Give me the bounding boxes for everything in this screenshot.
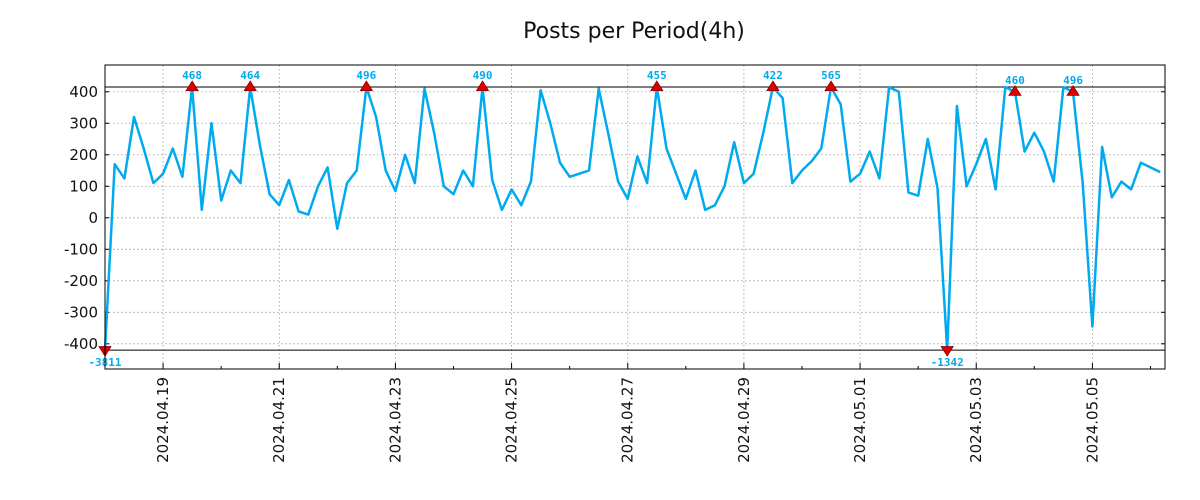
x-tick-label: 2024.04.23 <box>386 377 404 463</box>
y-tick-label: 100 <box>69 177 98 195</box>
x-tick-label: 2024.05.01 <box>851 377 869 463</box>
clip-marker <box>940 346 954 357</box>
clip-value-label: 422 <box>763 69 783 82</box>
clip-reference-lines <box>105 86 1165 351</box>
y-tick-label: -200 <box>64 272 98 290</box>
clip-value-label: 460 <box>1005 74 1025 87</box>
y-tick-label: 300 <box>69 114 98 132</box>
y-tick-label: 0 <box>88 209 98 227</box>
clip-value-label: 490 <box>473 69 493 82</box>
x-tick-label: 2024.04.27 <box>619 377 637 463</box>
x-axis-tick-labels: 2024.04.19 2024.04.21 2024.04.23 2024.04.25… <box>154 377 1101 463</box>
y-tick-label: 200 <box>69 146 98 164</box>
x-tick-label: 2024.04.25 <box>503 377 521 463</box>
chart-title: Posts per Period(4h) <box>523 19 745 44</box>
clip-marker <box>1066 85 1080 96</box>
x-tick-label: 2024.04.21 <box>270 377 288 463</box>
series-posts <box>103 85 1161 352</box>
clip-value-label: 455 <box>647 69 667 82</box>
clip-value-label: 496 <box>1063 74 1083 87</box>
grid-lines <box>104 65 1165 369</box>
clip-value-label: 464 <box>240 69 260 82</box>
clip-value-label: 565 <box>821 69 841 82</box>
x-tick-label: 2024.04.19 <box>154 377 172 463</box>
clip-value-label: -1342 <box>931 356 964 369</box>
y-tick-label: -300 <box>64 303 98 321</box>
clip-value-label: 496 <box>356 69 376 82</box>
clip-marker <box>650 80 664 92</box>
x-tick-label: 2024.05.05 <box>1083 377 1101 463</box>
x-tick-label: 2024.04.29 <box>735 377 753 463</box>
clip-marker <box>824 80 838 92</box>
y-tick-label: -100 <box>64 240 98 258</box>
clip-marker <box>185 80 199 92</box>
clip-marker <box>1008 85 1022 96</box>
y-axis-tick-labels: 400 300 200 100 0 -100 -200 -300 -400 <box>64 83 98 353</box>
x-tick-label: 2024.05.03 <box>967 377 985 463</box>
y-tick-label: 400 <box>69 83 98 101</box>
plot-frame <box>104 64 1166 370</box>
clip-marker <box>475 80 490 92</box>
clip-marker <box>766 80 780 92</box>
clip-value-label: 468 <box>182 69 202 82</box>
y-tick-label: -400 <box>64 335 98 353</box>
clip-marker <box>243 80 257 92</box>
series-line <box>103 85 1161 352</box>
clip-marker <box>359 80 374 92</box>
